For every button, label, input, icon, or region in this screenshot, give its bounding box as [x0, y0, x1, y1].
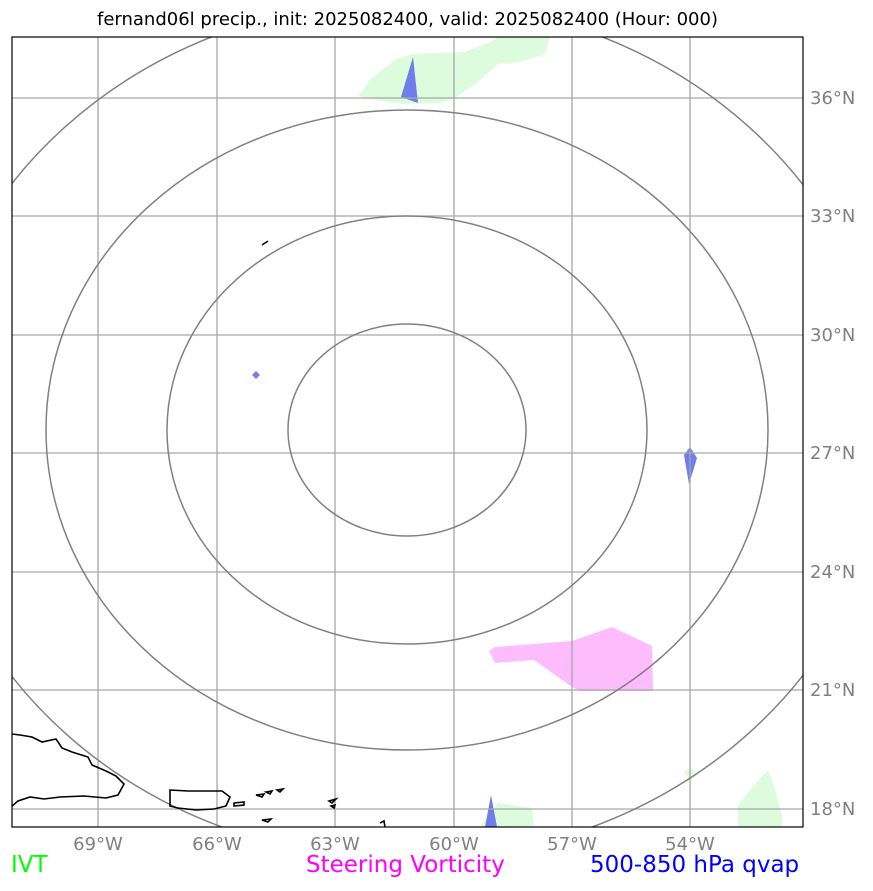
lon-label-63w: 63°W — [310, 834, 360, 855]
lat-label-24n: 24°N — [810, 562, 855, 583]
coastline-hispaniola — [12, 733, 125, 807]
lat-label-27n: 27°N — [810, 443, 855, 464]
lon-label-66w: 66°W — [192, 834, 242, 855]
ivt-region-southeast — [738, 770, 782, 827]
legend-qvap: 500-850 hPa qvap — [590, 852, 800, 878]
coastline-bermuda — [261, 240, 269, 246]
range-rings — [12, 37, 803, 827]
qvap-region-north — [401, 57, 418, 103]
range-ring-3 — [45, 109, 769, 751]
graticule — [12, 37, 803, 827]
map-title: fernand06l precip., init: 2025082400, va… — [97, 9, 718, 30]
qvap-region-south — [485, 795, 497, 827]
vorticity-region — [489, 627, 653, 691]
lat-label-33n: 33°N — [810, 206, 855, 227]
lon-label-57w: 57°W — [547, 834, 597, 855]
lat-label-36n: 36°N — [810, 88, 855, 109]
lon-label-60w: 60°W — [429, 834, 479, 855]
coastline-island-3 — [263, 789, 274, 796]
coastline-island-4 — [274, 787, 286, 794]
plot-frame — [11, 36, 804, 828]
lon-label-69w: 69°W — [73, 834, 123, 855]
longitude-labels: 69°W 66°W 63°W 60°W 57°W 54°W — [73, 834, 715, 855]
ivt-regions — [358, 37, 782, 827]
range-ring-2 — [166, 215, 648, 645]
lat-label-18n: 18°N — [810, 799, 855, 820]
coastlines — [12, 240, 386, 827]
coastline-puerto-rico — [169, 789, 231, 811]
lat-label-30n: 30°N — [810, 325, 855, 346]
lon-label-54w: 54°W — [665, 834, 715, 855]
range-ring-1 — [287, 323, 527, 537]
coastline-island-5 — [327, 797, 339, 805]
lat-label-21n: 21°N — [810, 680, 855, 701]
coastline-island-7 — [261, 817, 274, 823]
legend-steering-vorticity: Steering Vorticity — [306, 852, 505, 878]
coastline-island-8 — [379, 819, 386, 827]
qvap-regions — [252, 57, 697, 827]
range-ring-4 — [12, 37, 803, 827]
coastline-island-6 — [329, 803, 337, 810]
qvap-speck — [252, 371, 260, 379]
legend-ivt: IVT — [11, 852, 48, 878]
latitude-labels: 36°N 33°N 30°N 27°N 24°N 21°N 18°N — [810, 88, 855, 820]
coastline-island-2 — [255, 792, 266, 798]
coastline-island-1 — [233, 801, 245, 807]
